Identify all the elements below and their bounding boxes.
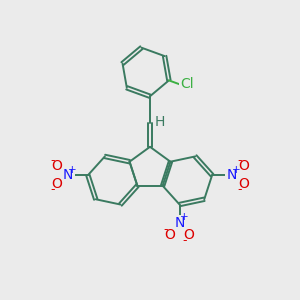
Text: +: + [68,165,77,175]
Text: -: - [237,154,242,167]
Text: N: N [174,216,185,230]
Text: Cl: Cl [181,76,194,91]
Text: +: + [232,165,240,175]
Text: -: - [50,154,54,167]
Text: -: - [164,223,168,236]
Text: N: N [63,168,74,182]
Text: N: N [226,168,237,182]
Text: O: O [184,228,194,242]
Text: O: O [238,177,249,191]
Text: O: O [51,177,62,191]
Text: +: + [180,212,188,223]
Text: -: - [50,183,54,196]
Text: O: O [165,228,176,242]
Text: O: O [238,159,249,173]
Text: O: O [51,159,62,173]
Text: -: - [183,234,187,247]
Text: H: H [155,115,165,128]
Text: -: - [237,183,242,196]
